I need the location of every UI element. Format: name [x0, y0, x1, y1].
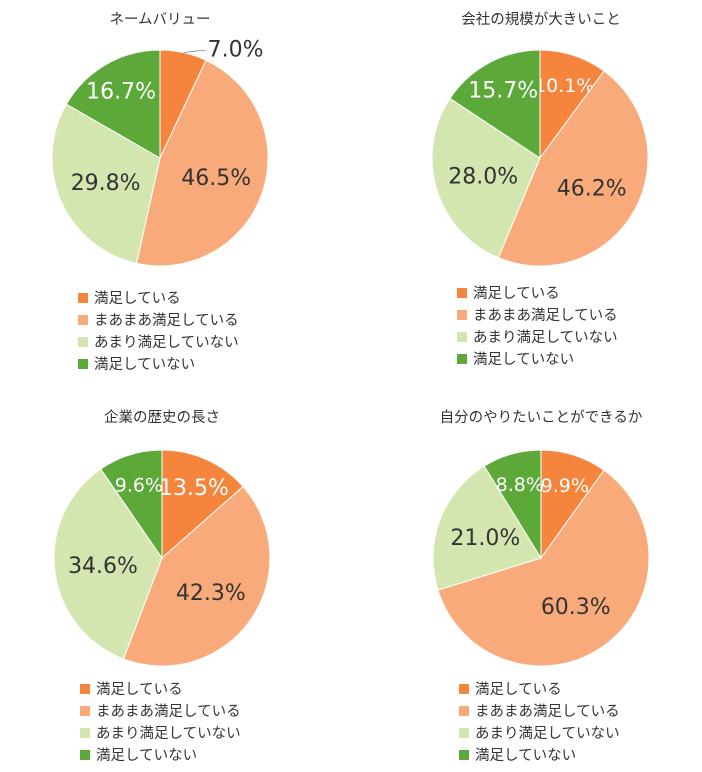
- legend-item-not-very-satisfied: あまり満足していない: [80, 723, 241, 745]
- slice-not-very-satisfied: [53, 468, 163, 660]
- legend-item-satisfied: 満足している: [80, 679, 241, 701]
- legend: 満足している まあまあ満足している あまり満足していない 満足していない: [80, 679, 241, 767]
- legend-label: あまり満足していない: [96, 726, 241, 742]
- legend-label: まあまあ満足している: [94, 313, 239, 329]
- legend-item-somewhat-satisfied: まあまあ満足している: [78, 310, 239, 332]
- data-label: 10.1%: [534, 75, 594, 97]
- legend-swatch: [459, 706, 469, 716]
- data-label: 46.5%: [181, 166, 251, 191]
- pie-chart: 企業の歴史の長さ 13.5% 42.3% 34.6% 9.6%: [53, 408, 271, 667]
- pie-chart: 会社の規模が大きいこと 10.1% 46.2% 28.0% 15.7%: [431, 11, 649, 267]
- legend-label: 満足している: [473, 286, 560, 302]
- leader-line: [183, 50, 206, 54]
- legend-label: 満足している: [94, 291, 181, 307]
- data-label: 42.3%: [176, 581, 246, 606]
- data-label: 60.3%: [541, 595, 611, 620]
- legend-swatch: [78, 359, 88, 369]
- legend-label: 満足していない: [475, 748, 577, 764]
- data-label: 28.0%: [448, 164, 518, 189]
- legend-swatch: [457, 310, 467, 320]
- data-label: 9.6%: [115, 475, 163, 497]
- data-label: 15.7%: [468, 79, 538, 104]
- legend-label: 満足していない: [473, 352, 575, 368]
- legend: 満足している まあまあ満足している あまり満足していない 満足していない: [459, 679, 620, 767]
- data-label: 34.6%: [68, 554, 138, 579]
- slice-not-very-satisfied: [432, 465, 542, 591]
- legend-item-somewhat-satisfied: まあまあ満足している: [80, 701, 241, 723]
- slice-somewhat-satisfied: [497, 70, 649, 267]
- pie-chart: 自分のやりたいことができるか 9.9% 60.3% 21.0% 8.8%: [432, 409, 650, 667]
- data-label: 8.8%: [496, 474, 544, 496]
- data-label: 9.9%: [541, 475, 589, 497]
- data-label: 21.0%: [450, 526, 520, 551]
- legend: 満足している まあまあ満足している あまり満足していない 満足していない: [457, 283, 618, 371]
- legend-swatch: [457, 288, 467, 298]
- legend-item-satisfied: 満足している: [78, 288, 239, 310]
- chart-panel-do-what-i-want: 自分のやりたいことができるか 9.9% 60.3% 21.0% 8.8% 満足している…: [351, 386, 702, 772]
- legend-swatch: [78, 315, 88, 325]
- slice-not-very-satisfied: [431, 97, 541, 259]
- legend-item-not-satisfied: 満足していない: [80, 745, 241, 767]
- data-label: 16.7%: [86, 80, 156, 105]
- slice-not-satisfied: [449, 49, 541, 159]
- legend-swatch: [80, 706, 90, 716]
- chart-title: ネームバリュー: [109, 11, 210, 28]
- legend-label: 満足していない: [96, 748, 198, 764]
- chart-panel-company-size: 会社の規模が大きいこと 10.1% 46.2% 28.0% 15.7% 満足している …: [351, 0, 702, 386]
- legend-item-not-very-satisfied: あまり満足していない: [459, 723, 620, 745]
- data-label: 7.0%: [208, 38, 264, 63]
- legend-item-not-satisfied: 満足していない: [459, 745, 620, 767]
- legend-item-satisfied: 満足している: [459, 679, 620, 701]
- data-label: 46.2%: [557, 176, 627, 201]
- legend-label: あまり満足していない: [94, 335, 239, 351]
- legend-item-somewhat-satisfied: まあまあ満足している: [457, 305, 618, 327]
- legend: 満足している まあまあ満足している あまり満足していない 満足していない: [78, 288, 239, 376]
- slice-somewhat-satisfied: [437, 469, 650, 667]
- pie-chart: ネームバリュー 7.0% 46.5% 29.8% 16.7%: [51, 11, 269, 267]
- chart-title: 会社の規模が大きいこと: [461, 11, 621, 28]
- slice-not-satisfied: [100, 449, 163, 560]
- legend-label: まあまあ満足している: [473, 308, 618, 324]
- chart-title: 企業の歴史の長さ: [104, 408, 220, 426]
- legend-swatch: [459, 750, 469, 760]
- legend-swatch: [457, 354, 467, 364]
- legend-label: あまり満足していない: [475, 726, 620, 742]
- data-label: 13.5%: [159, 476, 229, 501]
- legend-label: まあまあ満足している: [96, 704, 241, 720]
- legend-label: まあまあ満足している: [475, 704, 620, 720]
- legend-item-not-very-satisfied: あまり満足していない: [457, 327, 618, 349]
- legend-item-not-satisfied: 満足していない: [78, 354, 239, 376]
- legend-swatch: [457, 332, 467, 342]
- legend-swatch: [78, 293, 88, 303]
- legend-swatch: [459, 684, 469, 694]
- chart-panel-company-history: 企業の歴史の長さ 13.5% 42.3% 34.6% 9.6% 満足している まあまあ…: [0, 386, 351, 772]
- chart-panel-name-value: ネームバリュー 7.0% 46.5% 29.8% 16.7% 満足している まあまあ満…: [0, 0, 351, 386]
- slice-satisfied: [161, 449, 244, 560]
- legend-item-somewhat-satisfied: まあまあ満足している: [459, 701, 620, 723]
- legend-item-not-very-satisfied: あまり満足していない: [78, 332, 239, 354]
- legend-swatch: [80, 684, 90, 694]
- slice-somewhat-satisfied: [135, 59, 269, 267]
- data-label: 29.8%: [71, 171, 141, 196]
- legend-label: あまり満足していない: [473, 330, 618, 346]
- legend-label: 満足していない: [94, 357, 196, 373]
- legend-swatch: [459, 728, 469, 738]
- legend-item-satisfied: 満足している: [457, 283, 618, 305]
- legend-label: 満足している: [475, 682, 562, 698]
- slice-not-satisfied: [65, 49, 161, 159]
- legend-swatch: [80, 728, 90, 738]
- legend-swatch: [78, 337, 88, 347]
- slice-not-satisfied: [483, 449, 542, 560]
- legend-swatch: [80, 750, 90, 760]
- chart-title: 自分のやりたいことができるか: [440, 409, 643, 426]
- slice-not-very-satisfied: [51, 103, 161, 264]
- legend-label: 満足している: [96, 682, 183, 698]
- slice-somewhat-satisfied: [122, 485, 271, 667]
- legend-item-not-satisfied: 満足していない: [457, 349, 618, 371]
